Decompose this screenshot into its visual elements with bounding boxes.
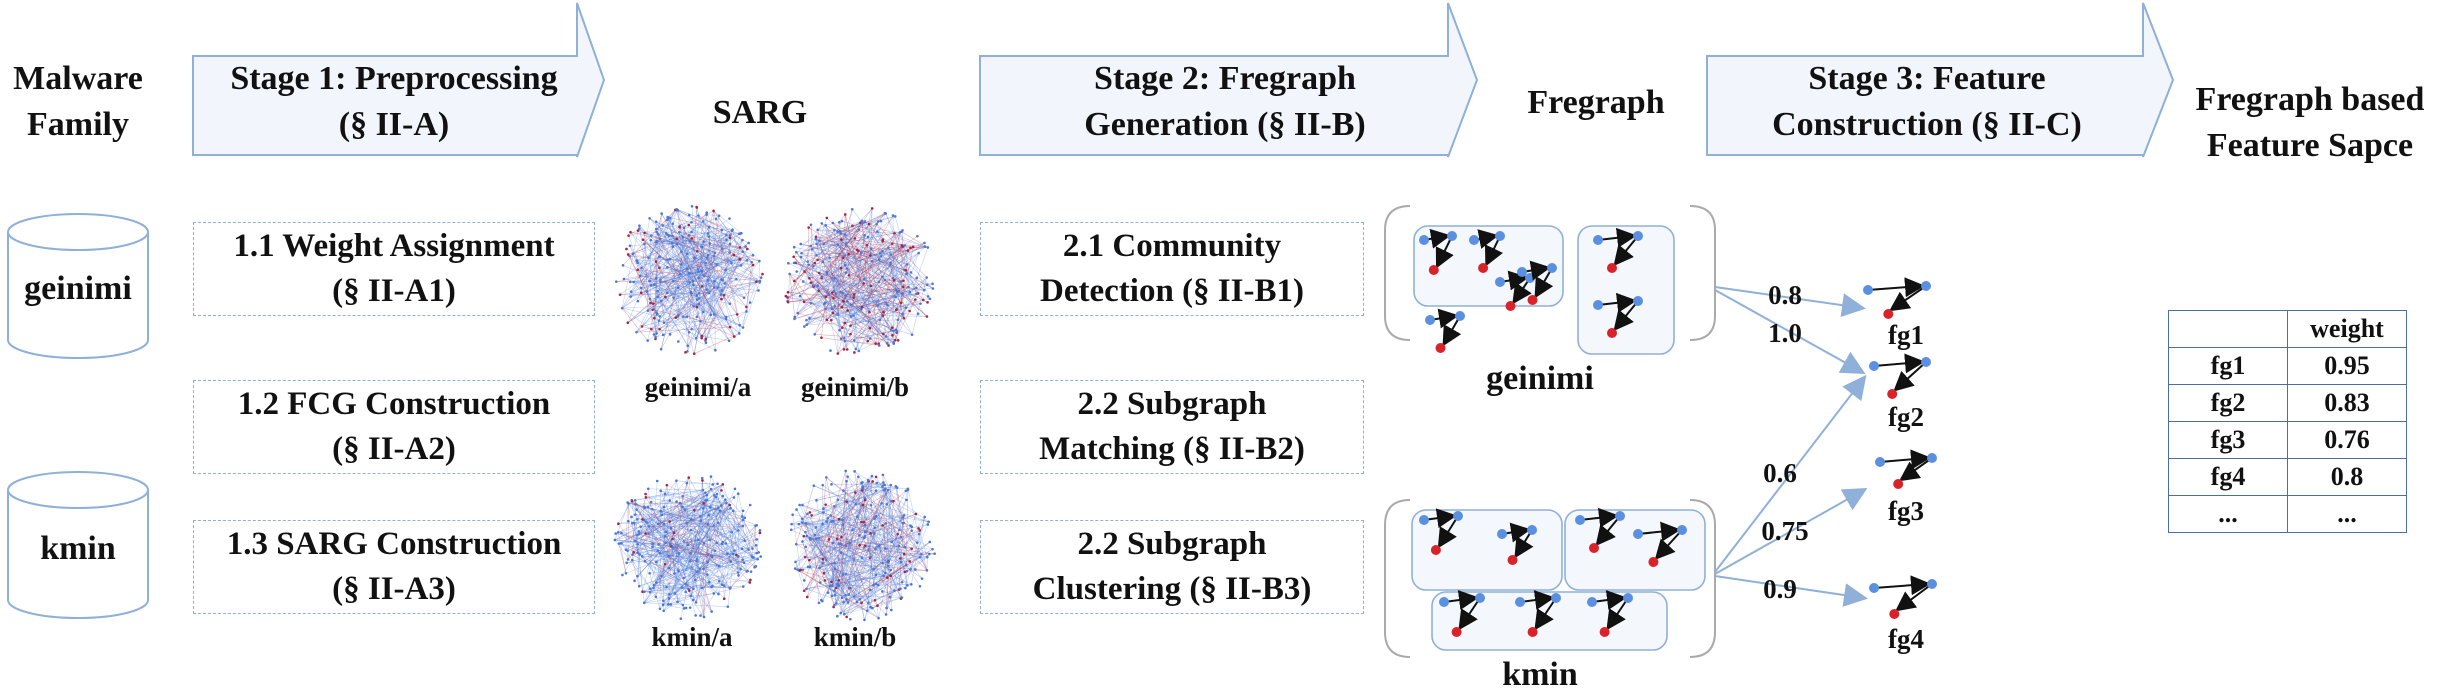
fregraph-label-fg1: fg1 (1876, 320, 1936, 351)
edge-weight-5: 0.9 (1750, 574, 1810, 605)
fregraph-shape-fg3 (1875, 453, 1937, 489)
step-weight-assignment: 1.1 Weight Assignment(§ II-A1) (193, 222, 595, 316)
table-cell: 0.76 (2288, 422, 2407, 459)
geinimi-fregraph-container (1385, 206, 1715, 354)
fregraph-shape-fg2 (1869, 357, 1931, 399)
sarg-graph-geinimi-a (615, 205, 764, 355)
stage1-label: Stage 1: Preprocessing (§ II-A) (190, 56, 598, 148)
step-fcg-construction: 1.2 FCG Construction(§ II-A2) (193, 380, 595, 474)
fregraph-label-fg4: fg4 (1876, 624, 1936, 655)
table-cell: fg1 (2169, 348, 2288, 385)
fregraph-label-fg3: fg3 (1876, 496, 1936, 527)
table-header-cell: weight (2288, 311, 2407, 348)
table-cell: 0.95 (2288, 348, 2407, 385)
family-name-geinimi: geinimi (0, 266, 156, 312)
fregraph-shape-fg4 (1869, 579, 1937, 619)
feature-space-header: Fregraph based Feature Sapce (2166, 77, 2454, 169)
feature-weight-table: weight fg1 0.95 fg2 0.83 fg3 0.76 fg4 0.… (2168, 310, 2407, 533)
table-cell: fg3 (2169, 422, 2288, 459)
table-row: fg1 0.95 (2169, 348, 2407, 385)
fregraph-header: Fregraph (1496, 80, 1696, 126)
sarg-graph-geinimi-b (785, 207, 935, 355)
family-name-kmin: kmin (0, 526, 156, 572)
step-sarg-construction: 1.3 SARG Construction(§ II-A3) (193, 520, 595, 614)
sarg-label-geinimi-b: geinimi/b (785, 372, 925, 403)
stage2-label: Stage 2: Fregraph Generation (§ II-B) (990, 56, 1460, 148)
table-row: fg2 0.83 (2169, 385, 2407, 422)
sarg-label-geinimi-a: geinimi/a (628, 372, 768, 403)
table-header-row: weight (2169, 311, 2407, 348)
sarg-label-kmin-b: kmin/b (785, 622, 925, 653)
sarg-graph-kmin-b (790, 470, 936, 622)
table-cell: fg2 (2169, 385, 2288, 422)
table-row: ... ... (2169, 496, 2407, 533)
table-header-cell (2169, 311, 2288, 348)
sarg-header: SARG (690, 90, 830, 136)
edge-weight-4: 0.75 (1750, 516, 1820, 547)
table-row: fg4 0.8 (2169, 459, 2407, 496)
table-cell: ... (2288, 496, 2407, 533)
table-cell: 0.83 (2288, 385, 2407, 422)
kmin-fregraph-container (1385, 500, 1715, 657)
stage3-label: Stage 3: Feature Construction (§ II-C) (1712, 56, 2142, 148)
fregraph-group-geinimi: geinimi (1460, 356, 1620, 402)
edge-weight-1: 0.8 (1755, 280, 1815, 311)
table-cell: ... (2169, 496, 2288, 533)
table-cell: 0.8 (2288, 459, 2407, 496)
fregraph-shape-fg1 (1863, 281, 1931, 319)
edge-weight-2: 1.0 (1755, 318, 1815, 349)
fregraph-group-kmin: kmin (1460, 652, 1620, 698)
sarg-graph-kmin-a (614, 475, 762, 620)
table-cell: fg4 (2169, 459, 2288, 496)
sarg-label-kmin-a: kmin/a (622, 622, 762, 653)
subgraph-node-cluster (1425, 311, 1465, 353)
table-row: fg3 0.76 (2169, 422, 2407, 459)
malware-family-header: Malware Family (0, 56, 156, 148)
edge-weight-3: 0.6 (1750, 458, 1810, 489)
fregraph-label-fg2: fg2 (1876, 402, 1936, 433)
